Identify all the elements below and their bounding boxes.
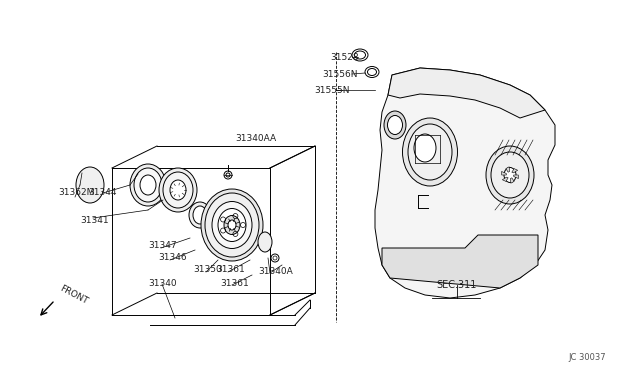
Polygon shape [502,171,506,175]
Ellipse shape [414,134,436,162]
Ellipse shape [134,168,162,202]
Ellipse shape [384,111,406,139]
Text: 31556N: 31556N [322,70,358,78]
Polygon shape [382,235,538,288]
Text: SEC.311: SEC.311 [436,280,476,290]
Ellipse shape [201,189,263,261]
Text: FRONT: FRONT [58,284,89,306]
Ellipse shape [387,115,403,135]
Ellipse shape [76,167,104,203]
Text: 31340AA: 31340AA [235,134,276,142]
Ellipse shape [170,180,186,200]
Polygon shape [510,178,514,183]
Ellipse shape [228,220,236,230]
Text: 31346: 31346 [158,253,187,263]
Text: 31555N: 31555N [314,86,349,94]
Text: JC 30037: JC 30037 [568,353,605,362]
Ellipse shape [408,124,452,180]
Ellipse shape [365,67,379,77]
Ellipse shape [159,168,197,212]
Text: 31528: 31528 [330,52,358,61]
Text: 31344: 31344 [88,187,116,196]
Ellipse shape [352,49,368,61]
Polygon shape [375,68,555,298]
Ellipse shape [218,208,246,241]
Text: 31362M: 31362M [58,187,94,196]
Ellipse shape [130,164,166,206]
Polygon shape [512,169,518,173]
Text: 31361: 31361 [216,266,244,275]
Ellipse shape [205,193,259,257]
Text: 31350: 31350 [193,266,221,275]
Ellipse shape [189,202,211,228]
Text: 31347: 31347 [148,241,177,250]
Text: 31361: 31361 [220,279,249,289]
Ellipse shape [355,51,365,59]
Ellipse shape [212,202,252,248]
Ellipse shape [163,172,193,208]
Ellipse shape [193,206,207,224]
Ellipse shape [258,232,272,252]
Polygon shape [514,175,518,179]
Text: 31340A: 31340A [258,267,292,276]
Circle shape [271,254,279,262]
Ellipse shape [403,118,458,186]
Polygon shape [502,177,508,182]
Text: 31340: 31340 [148,279,177,289]
Ellipse shape [140,175,156,195]
Ellipse shape [367,68,376,76]
Text: 31341: 31341 [80,215,109,224]
Ellipse shape [504,167,516,183]
Polygon shape [506,167,509,172]
Ellipse shape [224,215,240,234]
Polygon shape [388,68,545,118]
Ellipse shape [491,152,529,198]
Ellipse shape [486,146,534,204]
